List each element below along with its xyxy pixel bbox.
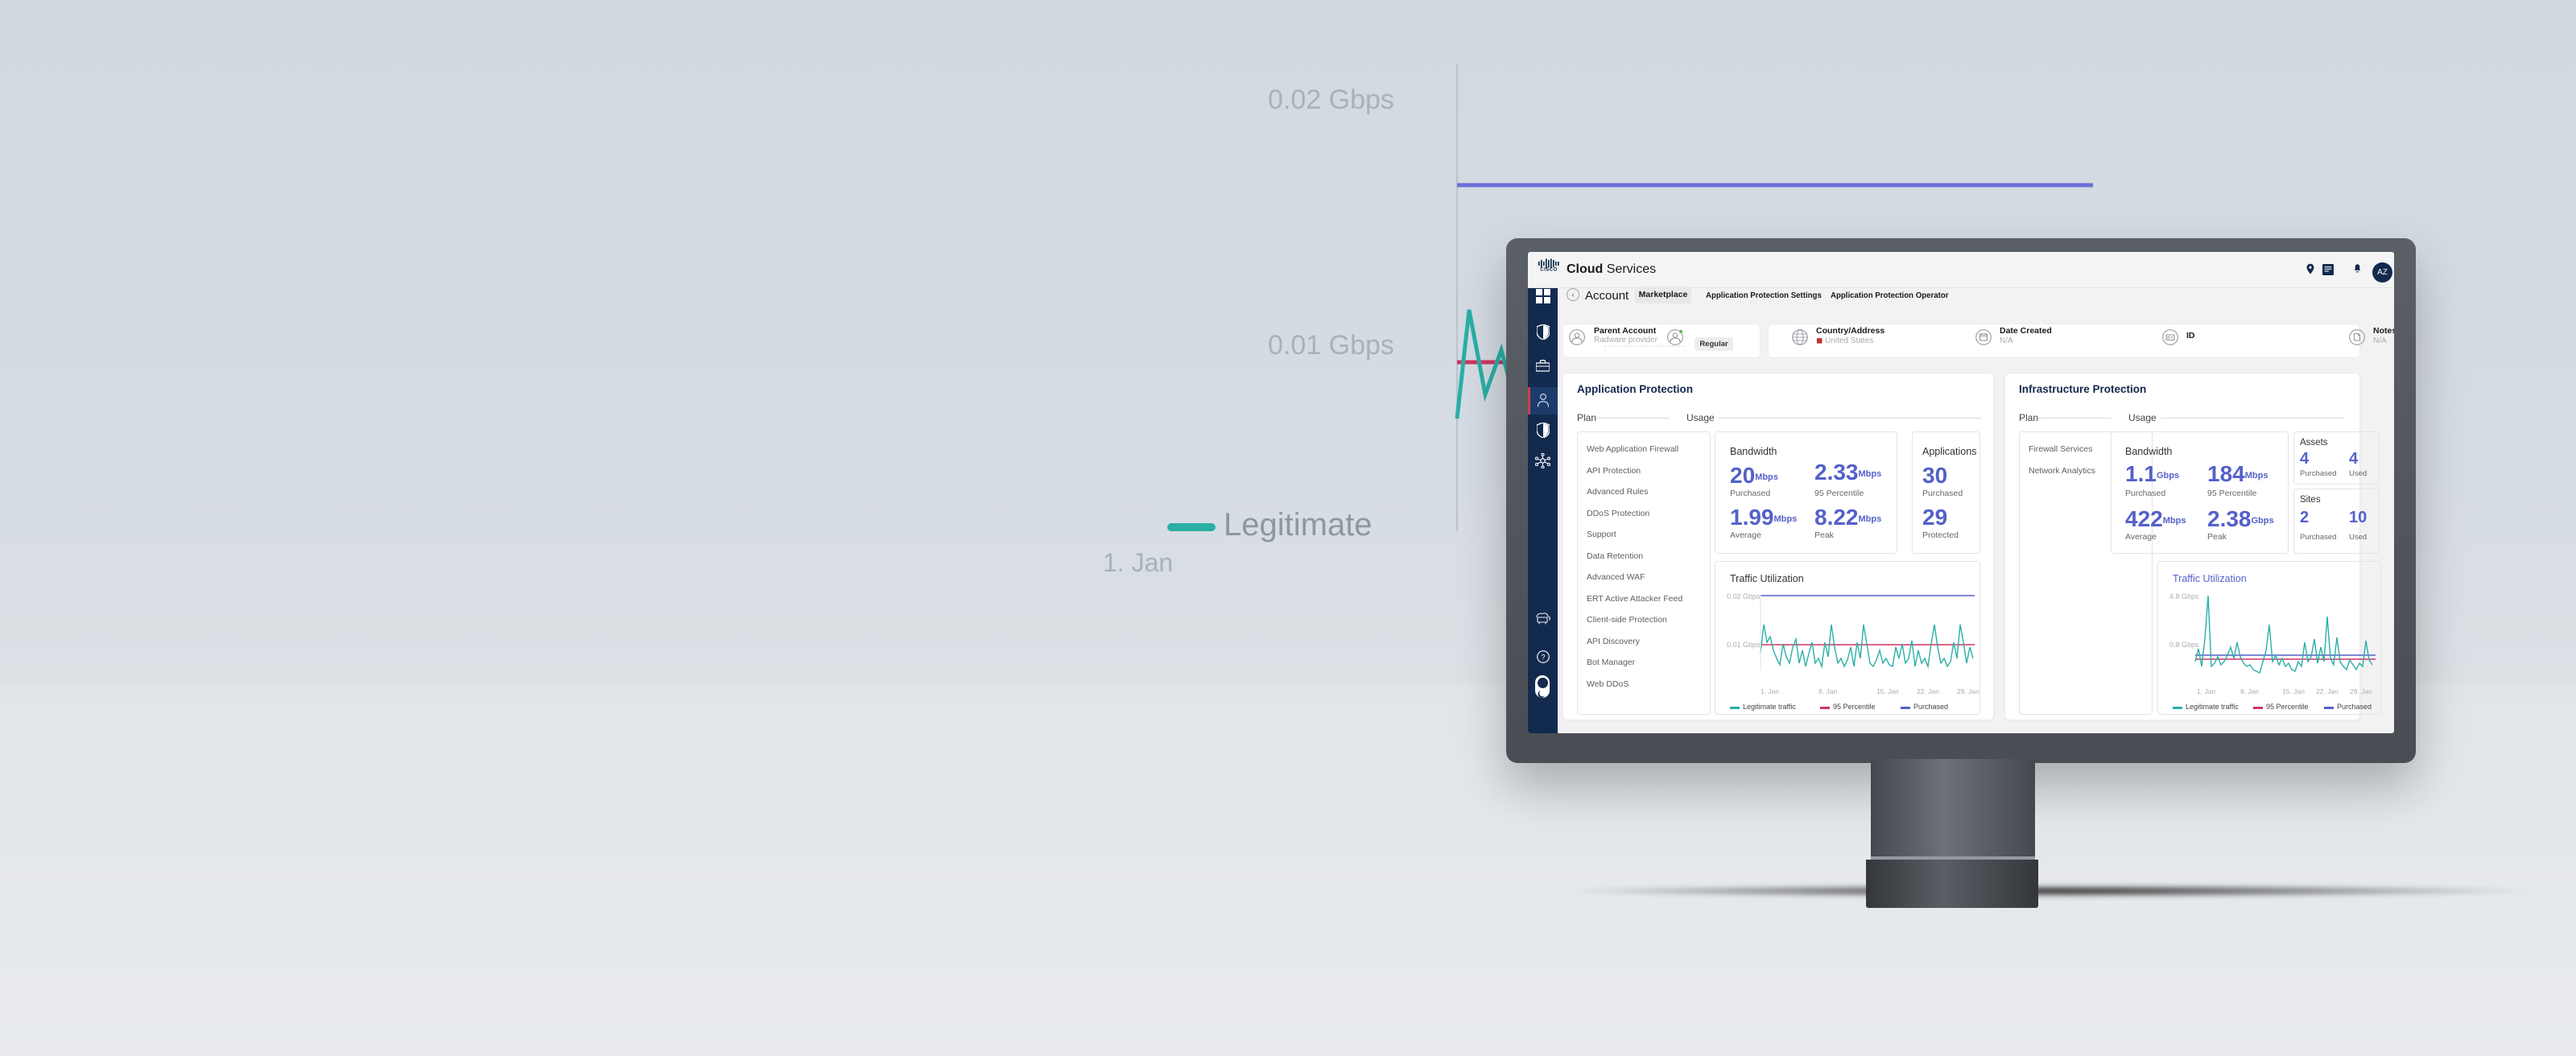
- svg-text:4.8 Gbps: 4.8 Gbps: [2169, 592, 2199, 600]
- svg-text:0.8 Gbps: 0.8 Gbps: [2169, 641, 2199, 649]
- svg-text:0.02 Gbps: 0.02 Gbps: [1727, 592, 1761, 600]
- svg-text:0.02 Gbps: 0.02 Gbps: [1268, 85, 1394, 115]
- svg-text:0.01 Gbps: 0.01 Gbps: [1727, 641, 1761, 649]
- svg-text:?: ?: [1541, 654, 1545, 662]
- svg-text:Legitimate: Legitimate: [1224, 507, 1373, 542]
- svg-text:CISCO: CISCO: [1540, 268, 1558, 272]
- svg-text:1. Jan: 1. Jan: [1103, 548, 1173, 577]
- svg-text:0.01 Gbps: 0.01 Gbps: [1268, 330, 1394, 361]
